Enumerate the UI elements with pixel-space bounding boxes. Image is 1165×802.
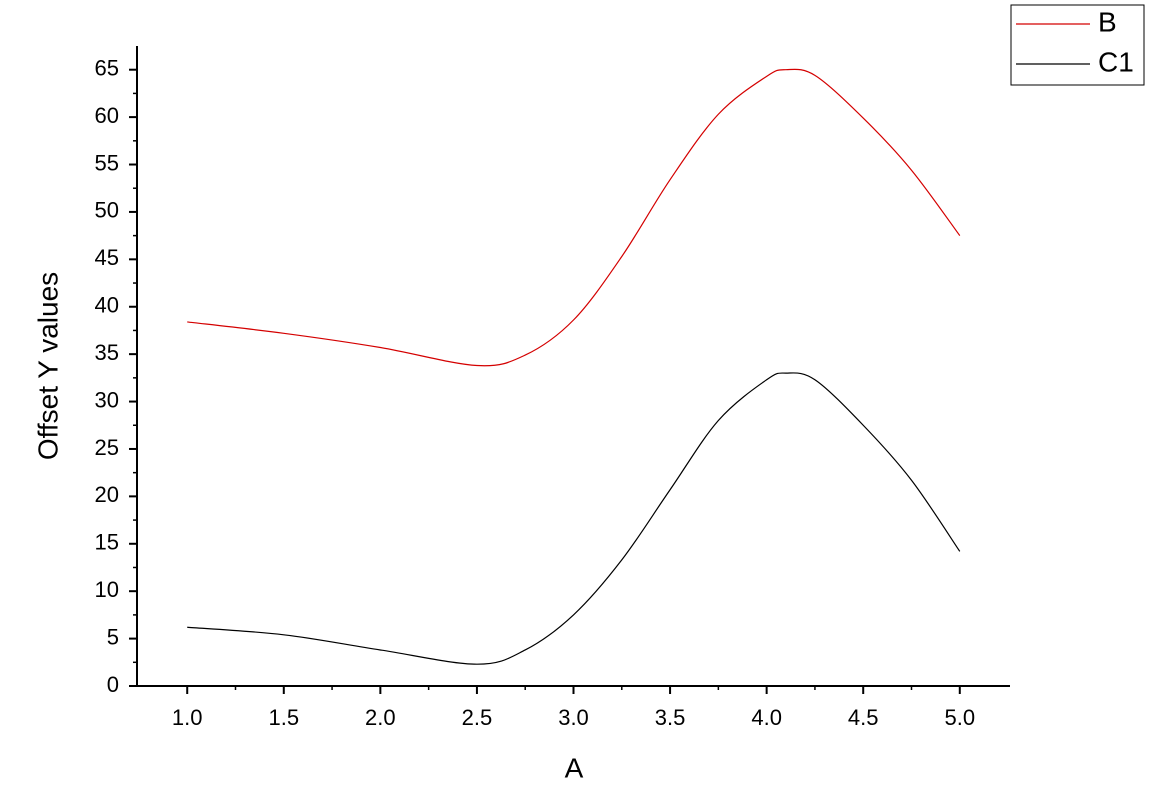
x-tick-label: 4.0 — [751, 705, 782, 730]
y-tick-label: 15 — [95, 530, 119, 555]
y-tick-label: 60 — [95, 103, 119, 128]
y-tick-label: 25 — [95, 435, 119, 460]
legend-label: B — [1098, 6, 1117, 37]
x-tick-label: 1.0 — [172, 705, 203, 730]
legend-label: C1 — [1098, 46, 1134, 77]
y-tick-label: 50 — [95, 198, 119, 223]
x-tick-label: 2.5 — [462, 705, 493, 730]
y-tick-label: 10 — [95, 577, 119, 602]
series-line — [187, 372, 961, 665]
x-tick-label: 2.0 — [365, 705, 396, 730]
y-tick-label: 65 — [95, 56, 119, 81]
x-tick-label: 3.0 — [558, 705, 589, 730]
y-tick-label: 45 — [95, 245, 119, 270]
y-tick-label: 0 — [107, 672, 119, 697]
y-tick-label: 5 — [107, 624, 119, 649]
y-tick-label: 55 — [95, 150, 119, 175]
y-tick-label: 40 — [95, 293, 119, 318]
y-tick-label: 20 — [95, 482, 119, 507]
x-axis-title: A — [565, 752, 584, 783]
series-line — [187, 68, 961, 367]
y-tick-label: 35 — [95, 340, 119, 365]
x-tick-label: 1.5 — [268, 705, 299, 730]
y-tick-label: 30 — [95, 387, 119, 412]
y-axis-title: Offset Y values — [32, 272, 63, 460]
x-tick-label: 4.5 — [848, 705, 879, 730]
legend-box — [1010, 4, 1145, 86]
x-tick-label: 3.5 — [655, 705, 686, 730]
x-tick-label: 5.0 — [944, 705, 975, 730]
